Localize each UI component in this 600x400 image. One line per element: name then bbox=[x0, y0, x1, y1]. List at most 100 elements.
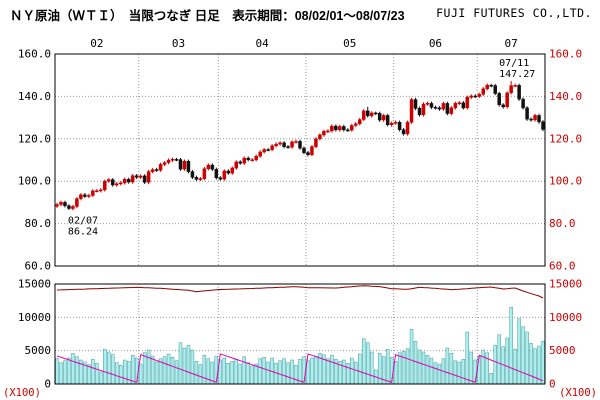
candle-body bbox=[242, 157, 246, 164]
volume-bar bbox=[202, 355, 207, 385]
candle-body bbox=[501, 104, 505, 108]
volume-bar bbox=[413, 341, 418, 385]
volume-bar bbox=[326, 358, 330, 385]
candle-body bbox=[354, 123, 358, 126]
volume-bar bbox=[87, 364, 91, 385]
candle-body bbox=[322, 131, 326, 136]
price-axis-label-right: 120.0 bbox=[549, 132, 582, 145]
price-axis-label-right: 80.0 bbox=[549, 217, 576, 230]
volume-bar bbox=[142, 352, 147, 385]
candle-body bbox=[222, 170, 227, 180]
price-axis-label-right: 140.0 bbox=[549, 90, 582, 103]
candle-body bbox=[55, 204, 59, 207]
volume-bar bbox=[449, 353, 454, 385]
volume-bar bbox=[75, 356, 79, 385]
price-axis-label-left: 120.0 bbox=[18, 132, 51, 145]
candle-body bbox=[310, 146, 314, 155]
candle-body bbox=[202, 168, 207, 179]
volume-bar bbox=[314, 355, 318, 385]
candle-body bbox=[118, 182, 123, 185]
volume-bar bbox=[67, 357, 71, 385]
candle-body bbox=[421, 103, 426, 116]
candle-body bbox=[114, 183, 119, 186]
candle-body bbox=[457, 102, 462, 105]
candle-body bbox=[338, 126, 342, 131]
volume-axis-label-left: 15000 bbox=[18, 278, 51, 291]
volume-bar bbox=[342, 359, 346, 385]
volume-bar bbox=[445, 347, 450, 385]
volume-bar bbox=[71, 353, 75, 385]
candle-body bbox=[154, 169, 159, 171]
candle-body bbox=[405, 122, 410, 135]
candle-body bbox=[521, 98, 525, 109]
candle-body bbox=[126, 179, 131, 183]
volume-bar bbox=[63, 360, 67, 385]
volume-bar bbox=[55, 358, 59, 385]
candle-body bbox=[393, 122, 398, 124]
volume-bar bbox=[126, 361, 131, 385]
candle-body bbox=[529, 118, 533, 121]
candle-body bbox=[326, 130, 330, 133]
candle-body bbox=[166, 159, 171, 163]
candle-body bbox=[302, 147, 306, 153]
volume-axis-label-right: 5000 bbox=[549, 344, 576, 357]
candle-body bbox=[361, 110, 366, 120]
volume-bar bbox=[238, 363, 242, 385]
candle-body bbox=[99, 189, 103, 192]
candle-body bbox=[150, 169, 155, 172]
volume-bar bbox=[529, 343, 533, 385]
candle-body bbox=[194, 177, 199, 180]
open-interest-line bbox=[56, 285, 544, 299]
volume-bar bbox=[377, 353, 382, 385]
month-label: 03 bbox=[172, 37, 185, 50]
volume-bar bbox=[354, 361, 358, 385]
candle-body bbox=[358, 119, 362, 124]
candle-body bbox=[178, 159, 183, 170]
candle-body bbox=[350, 125, 354, 131]
candle-body bbox=[373, 112, 378, 115]
volume-bar bbox=[433, 362, 438, 385]
annotation-low-value: 86.24 bbox=[68, 226, 98, 237]
candle-body bbox=[122, 179, 127, 184]
candle-body bbox=[206, 164, 211, 169]
volume-bar bbox=[59, 362, 63, 385]
volume-bar bbox=[346, 363, 350, 385]
candle-body bbox=[63, 202, 67, 207]
candle-body bbox=[385, 115, 390, 126]
volume-bar bbox=[358, 353, 362, 385]
volume-bar bbox=[310, 357, 314, 385]
candle-body bbox=[417, 108, 422, 116]
volume-bar bbox=[533, 348, 537, 385]
volume-bar bbox=[509, 307, 513, 385]
candle-body bbox=[290, 141, 294, 148]
volume-bar bbox=[254, 363, 258, 385]
candle-body bbox=[214, 169, 219, 179]
candle-body bbox=[170, 159, 175, 161]
candle-body bbox=[254, 156, 258, 161]
candle-body bbox=[238, 161, 242, 164]
volume-bar bbox=[230, 361, 234, 385]
volume-axis-label-right: 10000 bbox=[549, 311, 582, 324]
candle-body bbox=[505, 92, 509, 108]
candle-body bbox=[71, 206, 75, 209]
candle-body bbox=[210, 164, 215, 170]
volume-bar bbox=[282, 358, 286, 385]
candle-body bbox=[190, 171, 195, 178]
volume-bar bbox=[425, 355, 430, 385]
candle-body bbox=[218, 177, 223, 180]
candle-body bbox=[517, 85, 521, 100]
candle-body bbox=[449, 107, 454, 114]
candle-body bbox=[198, 178, 203, 180]
month-label: 05 bbox=[343, 37, 356, 50]
candle-body bbox=[75, 198, 79, 207]
price-axis-label-left: 60.0 bbox=[25, 260, 52, 273]
volume-bar bbox=[429, 357, 434, 385]
volume-bar bbox=[115, 362, 119, 385]
candle-body bbox=[59, 202, 63, 205]
volume-bar bbox=[513, 349, 517, 385]
volume-bar bbox=[226, 363, 230, 385]
candle-body bbox=[174, 159, 179, 161]
volume-bar bbox=[162, 356, 167, 385]
annotation-high-date: 07/11 bbox=[499, 58, 529, 69]
